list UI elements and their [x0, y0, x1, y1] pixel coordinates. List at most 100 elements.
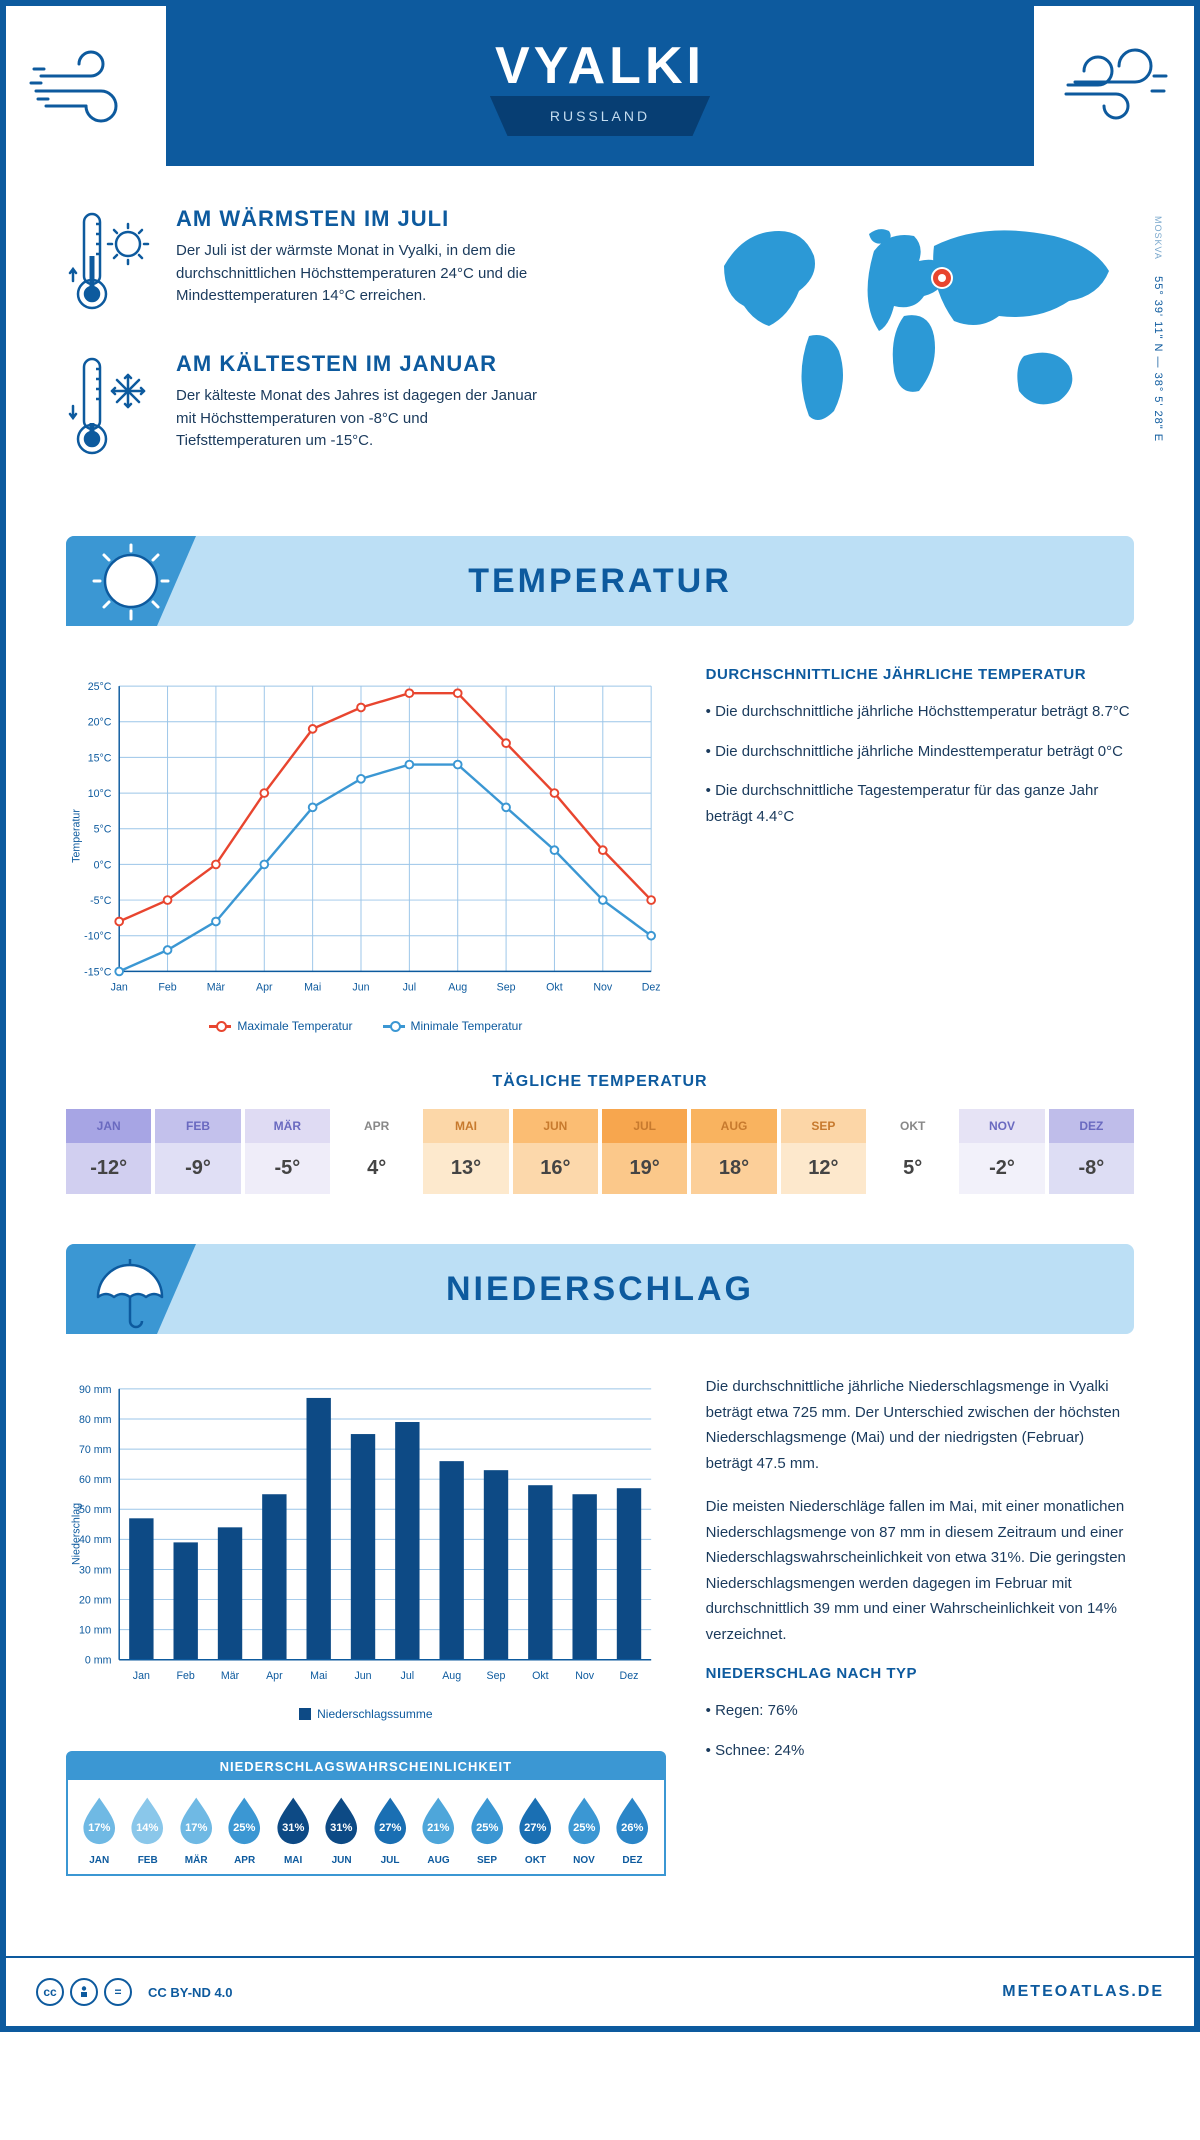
precip-type-title: NIEDERSCHLAG NACH TYP	[706, 1665, 1134, 1682]
temp-chart-col: -15°C-10°C-5°C0°C5°C10°C15°C20°C25°CJanF…	[66, 666, 666, 1033]
dt-value: 5°	[870, 1143, 955, 1194]
thermometer-snow-icon	[66, 351, 156, 466]
svg-text:-5°C: -5°C	[90, 895, 112, 907]
drop-month: FEB	[124, 1855, 170, 1866]
dt-value: 12°	[781, 1143, 866, 1194]
temp-bullet: Die durchschnittliche jährliche Höchstte…	[706, 699, 1134, 725]
drop-icon: 17%	[173, 1792, 219, 1846]
svg-text:27%: 27%	[379, 1822, 401, 1834]
svg-text:Feb: Feb	[177, 1670, 195, 1682]
daily-temp-cell: JUN 16°	[513, 1109, 598, 1194]
svg-text:27%: 27%	[524, 1822, 546, 1834]
svg-text:Mai: Mai	[310, 1670, 327, 1682]
precip-prob-body: 17% JAN 14% FEB 17% MÄR 25% APR 31% MAI …	[68, 1780, 664, 1874]
dt-month: NOV	[959, 1109, 1044, 1143]
svg-text:70 mm: 70 mm	[79, 1444, 112, 1456]
temp-section-title: TEMPERATUR	[468, 562, 732, 601]
temp-side-title: DURCHSCHNITTLICHE JÄHRLICHE TEMPERATUR	[706, 666, 1134, 683]
coordinates: MOSKVA 55° 39' 11" N — 38° 5' 28" E	[1152, 216, 1164, 442]
precip-prob-cell: 31% MAI	[270, 1792, 316, 1866]
svg-text:90 mm: 90 mm	[79, 1384, 112, 1396]
dt-month: MAI	[423, 1109, 508, 1143]
drop-icon: 25%	[464, 1792, 510, 1846]
wind-icon	[26, 41, 146, 131]
precip-prob-table: NIEDERSCHLAGSWAHRSCHEINLICHKEIT 17% JAN …	[66, 1751, 666, 1876]
dt-month: SEP	[781, 1109, 866, 1143]
drop-icon: 27%	[367, 1792, 413, 1846]
svg-text:Jun: Jun	[354, 1670, 371, 1682]
svg-text:14%: 14%	[137, 1822, 159, 1834]
coldest-desc: Der kälteste Monat des Jahres ist dagege…	[176, 385, 556, 453]
dt-month: DEZ	[1049, 1109, 1134, 1143]
svg-text:25°C: 25°C	[88, 681, 112, 693]
precip-prob-cell: 25% SEP	[464, 1792, 510, 1866]
drop-icon: 17%	[76, 1792, 122, 1846]
drop-icon: 21%	[415, 1792, 461, 1846]
precip-type-bullet: Schnee: 24%	[706, 1738, 1134, 1764]
precip-prob-cell: 27% JUL	[367, 1792, 413, 1866]
drop-month: JUN	[318, 1855, 364, 1866]
dt-month: FEB	[155, 1109, 240, 1143]
drop-icon: 27%	[512, 1792, 558, 1846]
legend-min: .legend-item:nth-child(2) .legend-swatch…	[383, 1019, 523, 1033]
svg-text:Sep: Sep	[497, 982, 516, 994]
sun-icon-wrap	[66, 536, 186, 626]
svg-text:Mai: Mai	[304, 982, 321, 994]
sun-icon	[86, 541, 176, 631]
precip-section-header: NIEDERSCHLAG	[66, 1244, 1134, 1334]
svg-text:60 mm: 60 mm	[79, 1474, 112, 1486]
precip-prob-cell: 14% FEB	[124, 1792, 170, 1866]
daily-temp-grid: JAN -12°FEB -9°MÄR -5°APR 4°MAI 13°JUN 1…	[66, 1109, 1134, 1194]
svg-text:Jul: Jul	[401, 1670, 415, 1682]
legend-precip-label: Niederschlagssumme	[317, 1707, 432, 1721]
precip-prob-cell: 27% OKT	[512, 1792, 558, 1866]
svg-text:17%: 17%	[185, 1822, 207, 1834]
svg-text:Apr: Apr	[266, 1670, 283, 1682]
warmest-desc: Der Juli ist der wärmste Monat in Vyalki…	[176, 240, 556, 308]
by-icon	[70, 1978, 98, 2006]
precip-bar-chart: 0 mm10 mm20 mm30 mm40 mm50 mm60 mm70 mm8…	[66, 1374, 666, 1694]
city-title: VYALKI	[490, 36, 710, 96]
svg-text:Niederschlag: Niederschlag	[71, 1503, 83, 1565]
svg-text:Okt: Okt	[532, 1670, 549, 1682]
daily-temp-cell: JAN -12°	[66, 1109, 151, 1194]
temp-bullets: Die durchschnittliche jährliche Höchstte…	[706, 699, 1134, 829]
map-block: MOSKVA 55° 39' 11" N — 38° 5' 28" E	[694, 206, 1134, 496]
svg-text:21%: 21%	[427, 1822, 449, 1834]
precip-prob-cell: 21% AUG	[415, 1792, 461, 1866]
svg-text:31%: 31%	[330, 1822, 352, 1834]
svg-text:0 mm: 0 mm	[85, 1655, 112, 1667]
daily-temp-cell: AUG 18°	[691, 1109, 776, 1194]
wind-icon-right	[1034, 6, 1194, 166]
intro-row: AM WÄRMSTEN IM JULI Der Juli ist der wär…	[66, 206, 1134, 496]
svg-text:25%: 25%	[573, 1822, 595, 1834]
precip-text-2: Die meisten Niederschläge fallen im Mai,…	[706, 1494, 1134, 1647]
drop-month: SEP	[464, 1855, 510, 1866]
daily-temp-cell: JUL 19°	[602, 1109, 687, 1194]
dt-value: 16°	[513, 1143, 598, 1194]
precip-prob-cell: 17% JAN	[76, 1792, 122, 1866]
daily-temp-cell: SEP 12°	[781, 1109, 866, 1194]
dt-value: 18°	[691, 1143, 776, 1194]
daily-temp-cell: APR 4°	[334, 1109, 419, 1194]
legend-min-label: Minimale Temperatur	[411, 1019, 523, 1033]
precip-type-bullet: Regen: 76%	[706, 1698, 1134, 1724]
region-label: MOSKVA	[1153, 216, 1163, 260]
dt-value: 4°	[334, 1143, 419, 1194]
svg-text:Nov: Nov	[593, 982, 613, 994]
svg-text:Dez: Dez	[620, 1670, 639, 1682]
dt-month: JUN	[513, 1109, 598, 1143]
svg-text:20 mm: 20 mm	[79, 1594, 112, 1606]
dt-value: -2°	[959, 1143, 1044, 1194]
precip-chart-col: 0 mm10 mm20 mm30 mm40 mm50 mm60 mm70 mm8…	[66, 1374, 666, 1876]
temp-bullet: Die durchschnittliche Tagestemperatur fü…	[706, 778, 1134, 829]
dt-value: -9°	[155, 1143, 240, 1194]
svg-text:Okt: Okt	[546, 982, 563, 994]
svg-text:Aug: Aug	[442, 1670, 461, 1682]
coldest-block: AM KÄLTESTEN IM JANUAR Der kälteste Mona…	[66, 351, 654, 466]
warmest-block: AM WÄRMSTEN IM JULI Der Juli ist der wär…	[66, 206, 654, 321]
dt-value: 19°	[602, 1143, 687, 1194]
legend-precip: Niederschlagssumme	[299, 1707, 432, 1721]
svg-text:30 mm: 30 mm	[79, 1564, 112, 1576]
precip-chart-row: 0 mm10 mm20 mm30 mm40 mm50 mm60 mm70 mm8…	[66, 1374, 1134, 1876]
